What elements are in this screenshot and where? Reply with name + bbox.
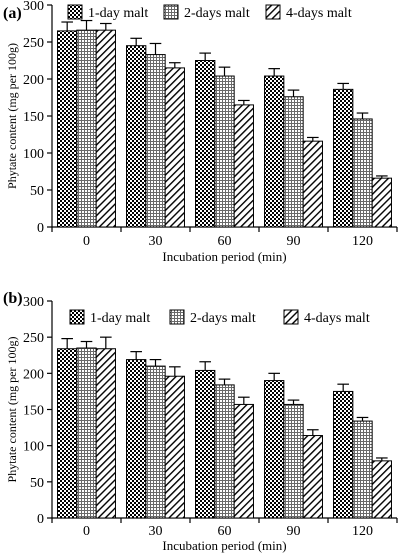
chart-panel-a: (a) 0 50 100 150 200 250 300 0 30 60 90 120 Incubatio…	[3, 0, 398, 264]
legend-label: 1-day malt	[90, 311, 150, 326]
legend-swatch	[265, 4, 281, 20]
y-tick-label: 150	[23, 404, 44, 419]
bar	[333, 390, 354, 519]
y-tick-label: 250	[23, 36, 44, 51]
x-axis-label: Incubation period (min)	[162, 538, 286, 553]
y-tick-label: 50	[30, 476, 44, 491]
legend-swatch	[69, 309, 85, 325]
y-tick-label: 200	[23, 73, 44, 88]
x-tick-label: 120	[352, 234, 373, 249]
bar	[95, 348, 116, 519]
bar	[76, 347, 97, 519]
bar	[333, 88, 354, 228]
legend-label: 4-days malt	[286, 6, 352, 21]
legend-swatch	[67, 4, 83, 20]
bar	[283, 96, 304, 228]
panel-label: (b)	[3, 290, 23, 307]
bar	[233, 403, 254, 519]
legend-label: 4-days malt	[304, 311, 370, 326]
bar	[195, 369, 216, 519]
legend-label: 1-day malt	[88, 6, 148, 21]
bar	[371, 177, 392, 228]
bar	[57, 348, 78, 519]
y-axis-label: Phytate content (mg per 100g)	[5, 43, 19, 189]
bar	[264, 75, 285, 228]
x-tick-label: 30	[149, 524, 163, 539]
legend-swatch	[283, 309, 299, 325]
panel-label: (a)	[3, 5, 22, 22]
y-tick-label: 200	[23, 367, 44, 382]
x-tick-label: 90	[287, 524, 301, 539]
legend-swatch	[169, 309, 185, 325]
x-tick-label: 60	[218, 234, 232, 249]
bar	[352, 118, 373, 228]
bar	[145, 54, 166, 228]
bar	[195, 60, 216, 228]
bar	[57, 30, 78, 228]
x-tick-label: 0	[83, 524, 90, 539]
bar	[302, 140, 323, 228]
bar	[214, 75, 235, 228]
bar	[145, 365, 166, 519]
bar	[264, 380, 285, 519]
x-tick-label: 120	[352, 524, 373, 539]
legend-label: 2-days malt	[184, 6, 250, 21]
y-tick-label: 300	[23, 0, 44, 14]
bar	[164, 375, 185, 519]
bar	[76, 29, 97, 228]
y-tick-label: 150	[23, 110, 44, 125]
x-tick-label: 60	[218, 524, 232, 539]
y-tick-label: 0	[37, 512, 44, 527]
bar	[302, 435, 323, 519]
bar	[371, 460, 392, 519]
y-tick-label: 0	[37, 221, 44, 236]
bar	[95, 29, 116, 228]
bar	[352, 420, 373, 519]
y-tick-label: 50	[30, 184, 44, 199]
x-tick-label: 90	[287, 234, 301, 249]
bar	[283, 403, 304, 519]
bar	[164, 67, 185, 228]
y-axis-label: Phytate content (mg per 100g)	[5, 337, 19, 483]
legend-label: 2-days malt	[190, 311, 256, 326]
bar	[233, 104, 254, 228]
x-axis-label: Incubation period (min)	[162, 249, 286, 264]
bar	[214, 384, 235, 519]
bar	[126, 45, 147, 228]
legend-swatch	[163, 4, 179, 20]
y-tick-label: 100	[23, 440, 44, 455]
y-tick-label: 100	[23, 147, 44, 162]
y-tick-label: 250	[23, 331, 44, 346]
chart-panel-b: (b) 0 50 100 150 200 250 300 0 30 60 90 120 Incubatio…	[3, 290, 398, 553]
bar	[126, 359, 147, 519]
x-tick-label: 0	[83, 234, 90, 249]
y-tick-label: 300	[23, 295, 44, 310]
x-tick-label: 30	[149, 234, 163, 249]
